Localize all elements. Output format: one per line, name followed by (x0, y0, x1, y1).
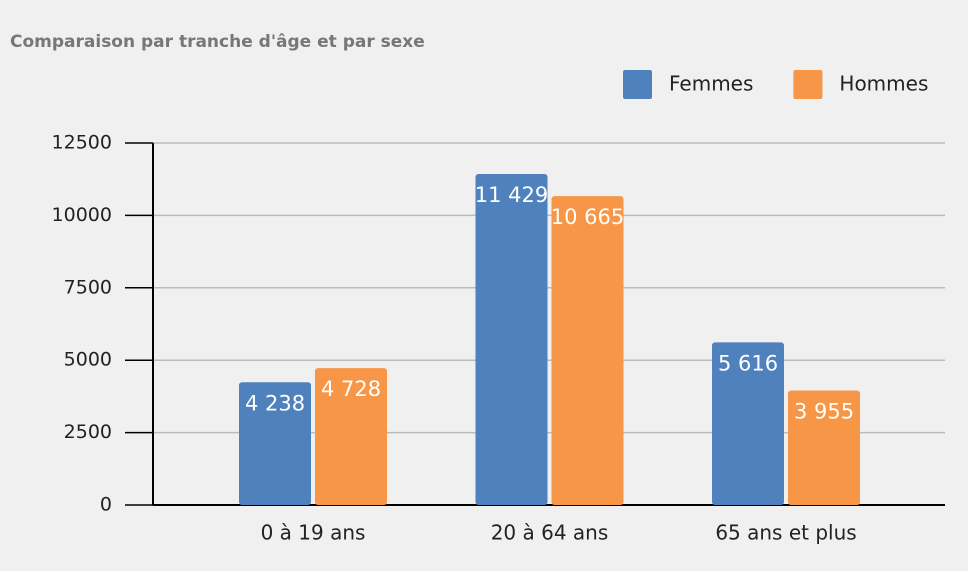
chart-title: Comparaison par tranche d'âge et par sex… (10, 32, 425, 52)
value-label: 5 616 (718, 351, 778, 375)
y-tick-label: 2500 (64, 421, 112, 443)
x-tick-label: 65 ans et plus (715, 521, 856, 545)
legend-swatch (793, 70, 823, 99)
y-tick-label: 10000 (52, 204, 112, 226)
bar (315, 368, 387, 505)
legend-swatch (623, 70, 652, 99)
bar (712, 342, 784, 505)
legend-label: Femmes (669, 72, 753, 96)
x-tick-label: 0 à 19 ans (261, 521, 366, 545)
x-tick-label: 20 à 64 ans (491, 521, 609, 545)
value-label: 4 238 (245, 391, 305, 415)
value-label: 3 955 (794, 399, 854, 423)
y-tick-label: 5000 (64, 349, 112, 371)
value-label: 11 429 (475, 183, 548, 207)
value-label: 10 665 (551, 205, 624, 229)
y-tick-label: 12500 (52, 132, 112, 154)
bar (475, 174, 548, 505)
legend-label: Hommes (839, 72, 928, 96)
y-tick-label: 0 (100, 494, 112, 516)
bar (239, 382, 311, 505)
bar (551, 196, 624, 505)
value-label: 4 728 (321, 377, 381, 401)
y-tick-label: 7500 (64, 276, 112, 298)
bar (788, 390, 860, 505)
